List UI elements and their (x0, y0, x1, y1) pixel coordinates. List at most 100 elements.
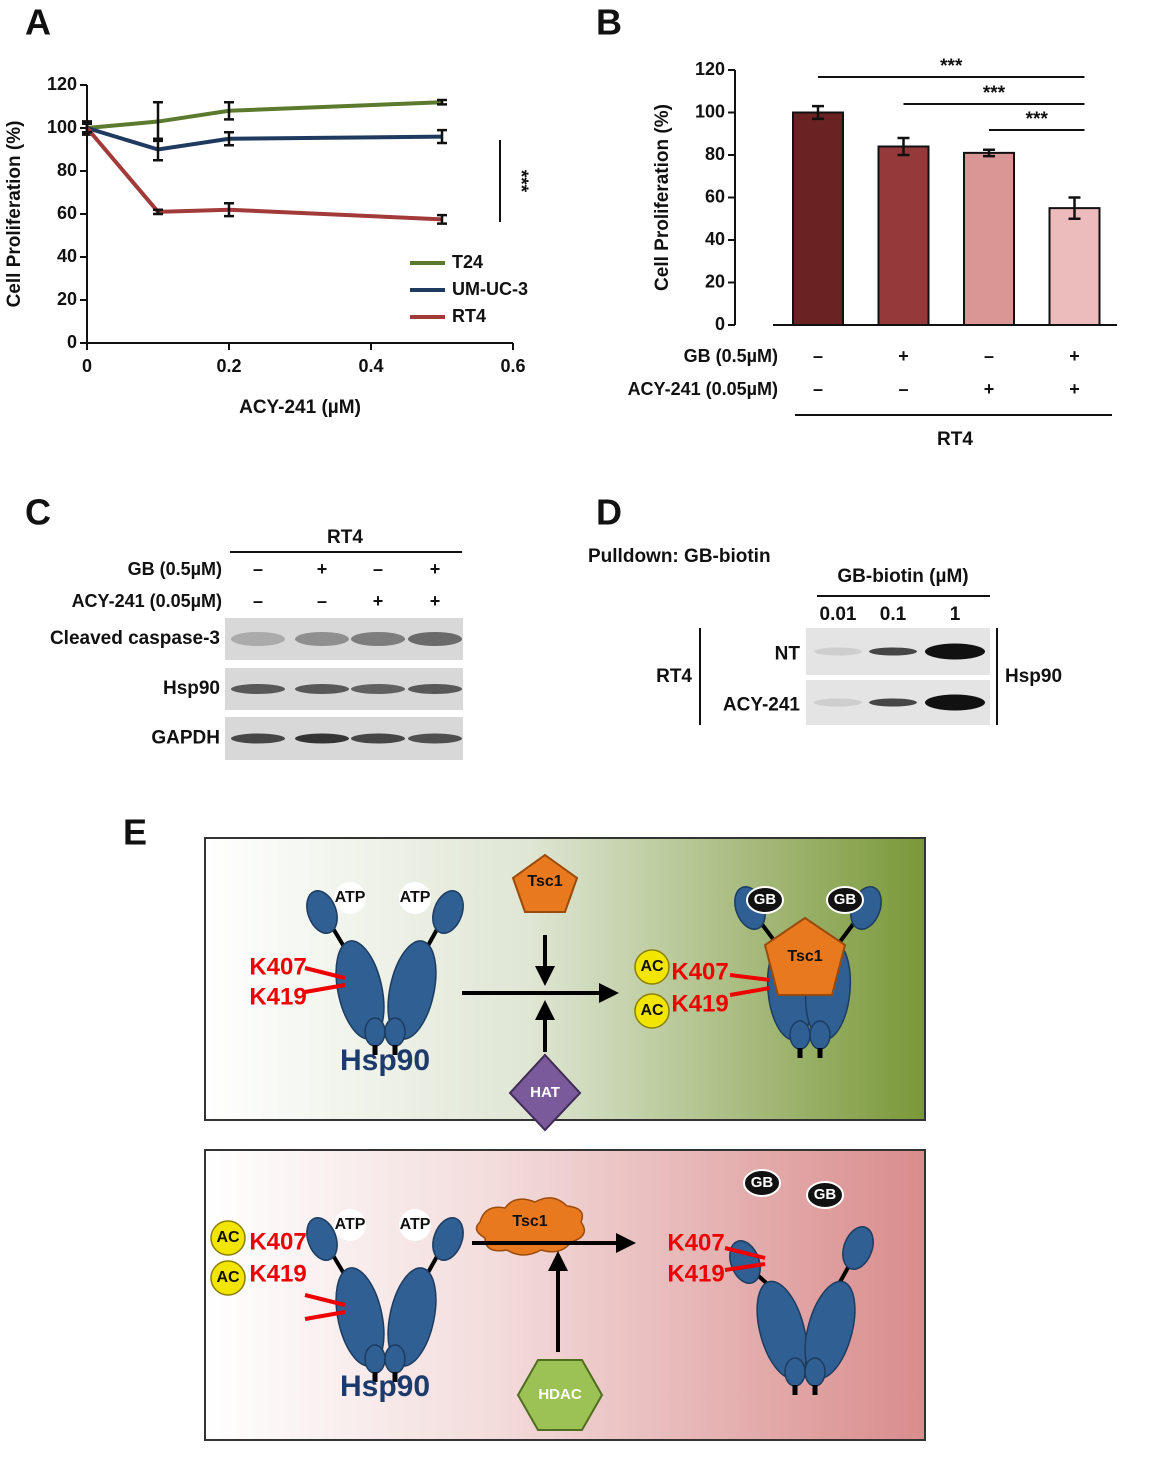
condition-cell: – (373, 559, 383, 579)
drug (746, 886, 784, 914)
client-bound (763, 916, 847, 996)
band (351, 733, 405, 744)
bar (963, 151, 1015, 326)
band (408, 684, 462, 694)
acetyl (210, 1260, 246, 1296)
error-bar (897, 136, 910, 157)
y-axis-label: Cell Proliferation (%) (652, 104, 673, 291)
row-label: ACY-241 (723, 695, 801, 716)
atp-site (334, 882, 366, 914)
y-axis-label: Cell Proliferation (%) (4, 121, 25, 308)
acetyl-label: AC (640, 1002, 664, 1019)
x-axis-label: ACY-241 (µM) (239, 397, 361, 418)
condition-cell: + (1069, 379, 1080, 399)
error-bar (437, 98, 447, 106)
client-degraded (475, 1197, 586, 1256)
condition-label: GB (0.5µM) (684, 346, 778, 366)
condition-label: ACY-241 (0.05µM) (72, 591, 222, 611)
band-label: Hsp90 (163, 678, 220, 699)
domain (306, 890, 338, 934)
condition-cell: – (984, 346, 994, 366)
domain (809, 1020, 831, 1050)
drug-label: GB (814, 1186, 837, 1203)
series-line (86, 100, 443, 130)
condition-cell: – (253, 559, 263, 579)
site-label: K407 (667, 1229, 724, 1256)
y-tick-label: 100 (695, 101, 725, 121)
atp-label: ATP (335, 1216, 366, 1233)
acetyl-label: AC (640, 958, 664, 975)
error-bar (224, 100, 234, 121)
dose: 0.1 (880, 604, 907, 625)
acetyl (634, 993, 670, 1029)
x-tick-label: 0.6 (500, 356, 525, 376)
link (724, 1262, 766, 1272)
band-label: Cleaved caspase-3 (50, 628, 220, 649)
band (295, 733, 349, 744)
y-tick-label: 80 (705, 144, 725, 164)
panel-label: C (25, 492, 51, 533)
error-bar (82, 122, 92, 134)
client-label: Tsc1 (512, 1213, 547, 1230)
drug (826, 886, 864, 914)
acetyl (210, 1220, 246, 1256)
blot: GB (0.5µM) – + – + ACY-241 (0.05µM) – – + + Cleave… (50, 559, 463, 760)
atp-site (334, 1209, 366, 1241)
y-tick-label: 60 (57, 203, 77, 223)
band (869, 647, 917, 656)
site-label: K407 (671, 958, 728, 985)
error-bar (224, 131, 234, 147)
drug (743, 1169, 781, 1197)
domain (306, 1217, 338, 1261)
dose: 0.01 (820, 604, 857, 625)
group-label: RT4 (656, 666, 692, 687)
bar (792, 111, 844, 326)
group-label: RT4 (937, 429, 973, 450)
domain (789, 1020, 811, 1050)
condition-cell: + (430, 591, 441, 611)
client (511, 853, 579, 913)
enzyme (508, 1053, 582, 1132)
drug-label: GB (834, 891, 857, 908)
site-label: K407 (249, 953, 306, 980)
y-tick-label: 20 (57, 289, 77, 309)
acetyl-label: AC (216, 1229, 240, 1246)
y-tick-label: 0 (67, 332, 77, 352)
legend-label: T24 (452, 252, 483, 272)
link (724, 1246, 766, 1260)
significance-label: *** (940, 56, 963, 77)
condition-cell: + (1069, 346, 1080, 366)
significance-label: *** (983, 83, 1006, 104)
x-tick-label: 0.2 (216, 356, 241, 376)
domain (804, 1357, 826, 1387)
atp-label: ATP (335, 889, 366, 906)
bar (877, 145, 930, 326)
band (295, 632, 349, 646)
band (408, 733, 462, 744)
condition-cell: + (984, 379, 995, 399)
band (814, 698, 862, 707)
domain (842, 1226, 874, 1270)
panel-label: A (25, 2, 51, 43)
y-tick-label: 60 (705, 186, 725, 206)
condition-label: ACY-241 (0.05µM) (628, 379, 778, 399)
legend-label: UM-UC-3 (452, 279, 528, 299)
condition-cell: + (898, 346, 909, 366)
site-label: K419 (249, 983, 306, 1010)
acetyl-label: AC (216, 1269, 240, 1286)
y-tick-label: 100 (47, 117, 77, 137)
band (231, 733, 285, 744)
band (869, 698, 917, 707)
drug-label: GB (754, 891, 777, 908)
site-label: K419 (249, 1260, 306, 1287)
condition-cell: – (813, 379, 823, 399)
series-line (85, 126, 443, 222)
enzyme-label: HAT (530, 1084, 560, 1101)
condition-cell: – (317, 591, 327, 611)
diagram-shapes (210, 853, 882, 1431)
link (729, 986, 771, 997)
error-bar (153, 208, 163, 216)
y-tick-label: 40 (57, 246, 77, 266)
significance-label: *** (1026, 109, 1049, 130)
enzyme (516, 1359, 604, 1431)
